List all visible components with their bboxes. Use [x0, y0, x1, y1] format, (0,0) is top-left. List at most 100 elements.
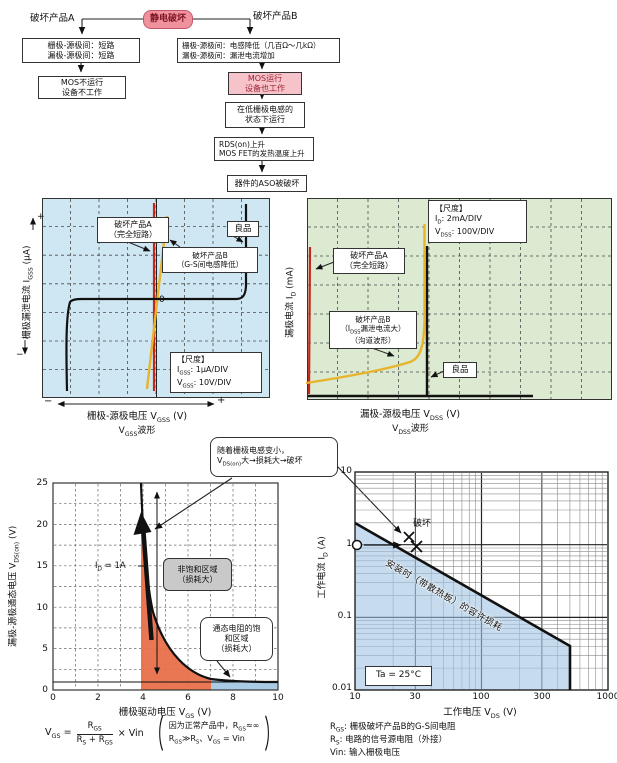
vgs-formula: VGS = RGS RS + RGS × Vin （ 因为正常产品中，RGS≈∞… — [45, 713, 279, 758]
flow-box-b4: RDS(on)上升 MOS FET的发热温度上升 — [214, 137, 314, 161]
vdson-region-nonsat-label: 非饱和区域 （损耗大） — [163, 558, 232, 591]
operating-point-marker — [351, 539, 363, 551]
vdson-y-tick-20: 20 — [36, 520, 48, 530]
gss-y-minus: − — [16, 350, 24, 360]
dss-x-axis-label: 漏极-源极电压 VDSS (V) — [359, 409, 461, 422]
aso-y-tick-0p1: 0.1 — [337, 611, 352, 621]
flow-box-b5-line1: 器件的ASO被破坏 — [234, 178, 300, 188]
dss-y-axis-label: 漏极电流 ID (mA) — [285, 266, 298, 338]
aso-y-tick-1: 1 — [346, 539, 352, 549]
gss-label-product-b-line1: 破坏产品B — [192, 250, 228, 260]
gss-x-plus: + — [217, 395, 226, 406]
gss-label-product-a-line2: （完全短路） — [109, 230, 157, 239]
aso-x-tick-100: 100 — [472, 692, 490, 702]
aso-y-axis-label: 工作电流 ID (A) — [317, 536, 330, 599]
aso-y-tick-0p01: 0.01 — [331, 683, 352, 693]
flow-box-b4-line2: MOS FET的发热温度上升 — [219, 149, 305, 158]
aso-x-tick-300: 300 — [533, 692, 551, 702]
flow-box-b1: 栅极-源极间：电感降低（几百Ω～几kΩ） 漏极-源极间：漏泄电流增加 — [177, 38, 340, 63]
aso-temperature-text: Ta = 25°C — [375, 670, 422, 681]
legend-rs: RS: 电路的信号源电阻（外接） — [330, 735, 448, 747]
vdson-y-tick-0: 0 — [42, 685, 48, 695]
formula-note: 因为正常产品中，RGS≈∞ RGS≫RS、VGS = Vin — [169, 721, 260, 747]
dss-label-product-a-line1: 破坏产品A — [350, 251, 388, 260]
vdson-y-tick-15: 15 — [36, 561, 48, 571]
vdson-region-nonsat-line2: （损耗大） — [177, 574, 218, 584]
aso-plot-border — [354, 471, 609, 691]
vdson-x-tick-6: 6 — [185, 693, 191, 703]
destroy-x-marks — [403, 531, 423, 553]
aso-x-tick-10: 10 — [349, 692, 361, 702]
vdson-region-sat-line2: 和区域 — [224, 634, 249, 643]
formula-lhs: VGS = — [45, 727, 72, 741]
gss-label-product-b-line2: （G-S间电感降低） — [176, 260, 244, 269]
vdson-callout: 随着栅极电感变小， VDS(on)大→损耗大→破坏 — [210, 437, 338, 477]
dss-x-axis-sublabel: VDSS波形 — [392, 424, 429, 436]
vdson-x-tick-2: 2 — [95, 693, 101, 703]
vdson-y-axis-label: 漏极-源极通态电压 VDS(on) (V) — [8, 525, 21, 648]
branch-a-label: 破坏产品A — [30, 13, 75, 24]
flow-box-b5: 器件的ASO被破坏 — [227, 175, 307, 192]
title-badge-text: 静电破坏 — [149, 13, 186, 24]
flow-box-b3-line1: 在低栅极电感的 — [237, 105, 293, 114]
vdson-region-sat-line3: （损耗大） — [216, 644, 257, 653]
flow-box-a1: 栅极-源极间：短路 漏极-源极间：短路 — [22, 38, 140, 63]
aso-x-axis-label: 工作电压 VDS (V) — [443, 707, 517, 720]
gss-zero-label: 0 — [159, 295, 165, 305]
gss-label-good-text: 良品 — [234, 223, 252, 234]
dss-label-product-a: 破坏产品A （完全短路） — [333, 248, 405, 274]
flow-box-b3: 在低栅极电感的 状态下运行 — [225, 102, 305, 128]
vdson-x-axis-label: 栅极驱动电压 VGS (V) — [118, 707, 212, 720]
vdson-id-condition: ID = 1A — [95, 561, 126, 573]
aso-temperature-box: Ta = 25°C — [365, 666, 432, 686]
gss-label-product-b: 破坏产品B （G-S间电感降低） — [162, 247, 258, 273]
gss-x-axis-sublabel: VGSS波形 — [118, 426, 156, 438]
vdson-region-sat-label: 通态电阻的饱 和区域 （损耗大） — [200, 617, 273, 661]
dss-label-good-text: 良品 — [451, 364, 469, 375]
gss-scale-box: 【尺度】 IGSS: 1μA/DIV VGSS: 10V/DIV — [170, 352, 262, 393]
aso-boundary-label: 安装时（带散热板）的容许损耗 — [383, 558, 504, 634]
flow-box-b2: MOS运行 设备也工作 — [228, 72, 302, 95]
vdson-x-tick-0: 0 — [50, 693, 56, 703]
vdson-x-tick-4: 4 — [140, 693, 146, 703]
aso-plot — [351, 471, 609, 691]
flow-box-b2-line2: 设备也工作 — [245, 83, 285, 93]
branch-b-label: 破坏产品B — [253, 11, 298, 22]
gss-scale-igss: IGSS: 1μA/DIV — [177, 365, 229, 377]
aso-x-tick-30: 30 — [409, 692, 421, 702]
formula-rhs: × Vin — [117, 728, 144, 740]
gss-scale-title: 【尺度】 — [177, 355, 209, 365]
dss-label-product-b-line1: 破坏产品B — [355, 314, 391, 324]
dss-label-product-b-line3: （沟道波形） — [350, 335, 396, 345]
dss-scale-id: ID: 2mA/DIV — [435, 214, 482, 226]
big-up-arrow-head — [133, 512, 152, 535]
formula-fraction: RGS RS + RGS — [76, 721, 113, 747]
dss-label-product-a-line2: （完全短路） — [345, 261, 393, 270]
formula-close-paren: ） — [264, 712, 280, 758]
gss-label-product-a-line1: 破坏产品A — [114, 220, 152, 229]
dss-scale-title: 【尺度】 — [435, 204, 467, 214]
gss-y-plus: + — [37, 212, 45, 222]
formula-denominator: RS + RGS — [76, 734, 113, 747]
dss-label-product-b-line2: （IDSS漏泄电流大） — [340, 324, 406, 336]
gss-x-axis-label: 栅极-源极电压 VGSS (V) — [86, 411, 188, 424]
dss-scale-vdss: VDSS: 100V/DIV — [435, 226, 495, 239]
vdson-x-tick-8: 8 — [230, 693, 236, 703]
flow-box-b4-line1: RDS(on)上升 — [219, 139, 265, 149]
dss-scale-box: 【尺度】 ID: 2mA/DIV VDSS: 100V/DIV — [428, 200, 527, 243]
flow-box-a2: MOS不运行 设备不工作 — [38, 76, 126, 99]
vdson-region-sat-line1: 通态电阻的饱 — [212, 624, 261, 633]
formula-numerator: RGS — [76, 721, 113, 735]
legend-rgs: RGS: 栅极破坏产品B的G-S间电阻 — [330, 722, 456, 734]
big-up-arrow-shaft — [141, 531, 154, 641]
region-saturation-fill — [211, 679, 278, 690]
aso-x-tick-1000: 1000 — [596, 692, 617, 702]
flow-box-b2-line1: MOS运行 — [247, 73, 283, 83]
formula-open-paren: （ — [148, 712, 164, 758]
flow-box-b3-line2: 状态下运行 — [245, 115, 285, 124]
flow-box-a1-line1: 栅极-源极间：短路 — [47, 40, 115, 50]
vdson-y-tick-25: 25 — [36, 478, 48, 488]
flow-box-b1-line2: 漏极-源极间：漏泄电流增加 — [182, 50, 275, 60]
vdson-x-tick-10: 10 — [272, 693, 284, 703]
